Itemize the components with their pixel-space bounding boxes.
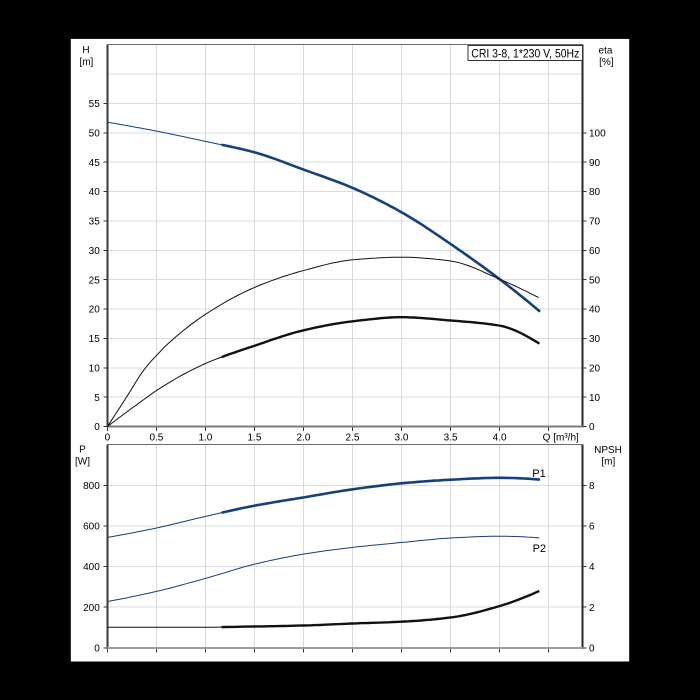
svg-text:2.5: 2.5 <box>346 432 360 443</box>
svg-text:55: 55 <box>89 99 101 110</box>
svg-text:NPSH: NPSH <box>594 445 622 456</box>
svg-text:3.5: 3.5 <box>444 432 458 443</box>
svg-text:40: 40 <box>589 305 601 316</box>
svg-text:[%]: [%] <box>599 57 614 68</box>
svg-text:30: 30 <box>89 246 101 257</box>
svg-text:80: 80 <box>589 187 601 198</box>
svg-text:20: 20 <box>89 305 101 316</box>
svg-text:800: 800 <box>83 481 100 492</box>
svg-text:600: 600 <box>83 522 100 533</box>
svg-text:0: 0 <box>94 422 100 433</box>
svg-text:0.5: 0.5 <box>149 432 163 443</box>
svg-text:90: 90 <box>589 158 601 169</box>
svg-text:8: 8 <box>589 481 595 492</box>
svg-text:1.0: 1.0 <box>198 432 212 443</box>
svg-text:0: 0 <box>94 643 100 654</box>
svg-text:70: 70 <box>589 217 601 228</box>
svg-text:eta: eta <box>599 45 613 56</box>
svg-text:H: H <box>82 45 89 56</box>
svg-text:2.0: 2.0 <box>297 432 311 443</box>
svg-text:4.0: 4.0 <box>493 432 507 443</box>
svg-text:P: P <box>79 445 86 456</box>
svg-text:5: 5 <box>94 393 100 404</box>
svg-text:6: 6 <box>589 522 595 533</box>
svg-text:0: 0 <box>589 422 595 433</box>
svg-text:35: 35 <box>89 217 101 228</box>
svg-text:40: 40 <box>89 187 101 198</box>
svg-text:0: 0 <box>589 643 595 654</box>
svg-text:0: 0 <box>105 432 111 443</box>
svg-text:10: 10 <box>589 393 601 404</box>
svg-text:3.0: 3.0 <box>395 432 409 443</box>
svg-text:25: 25 <box>89 275 101 286</box>
svg-text:P2: P2 <box>533 543 546 555</box>
svg-text:Q [m³/h]: Q [m³/h] <box>543 432 579 443</box>
svg-text:60: 60 <box>589 246 601 257</box>
svg-text:CRI 3-8, 1*230 V, 50Hz: CRI 3-8, 1*230 V, 50Hz <box>471 46 579 60</box>
svg-text:20: 20 <box>589 363 601 374</box>
svg-text:200: 200 <box>83 603 100 614</box>
svg-text:P1: P1 <box>532 468 545 480</box>
svg-text:45: 45 <box>89 158 101 169</box>
svg-text:1.5: 1.5 <box>248 432 262 443</box>
svg-text:50: 50 <box>589 275 601 286</box>
svg-text:2: 2 <box>589 603 595 614</box>
svg-text:[W]: [W] <box>75 456 90 467</box>
svg-text:10: 10 <box>89 363 101 374</box>
svg-text:400: 400 <box>83 562 100 573</box>
svg-text:[m]: [m] <box>601 456 615 467</box>
svg-text:15: 15 <box>89 334 101 345</box>
svg-text:30: 30 <box>589 334 601 345</box>
svg-text:4: 4 <box>589 562 595 573</box>
svg-text:100: 100 <box>589 128 606 139</box>
svg-text:[m]: [m] <box>79 57 93 68</box>
svg-text:50: 50 <box>89 128 101 139</box>
